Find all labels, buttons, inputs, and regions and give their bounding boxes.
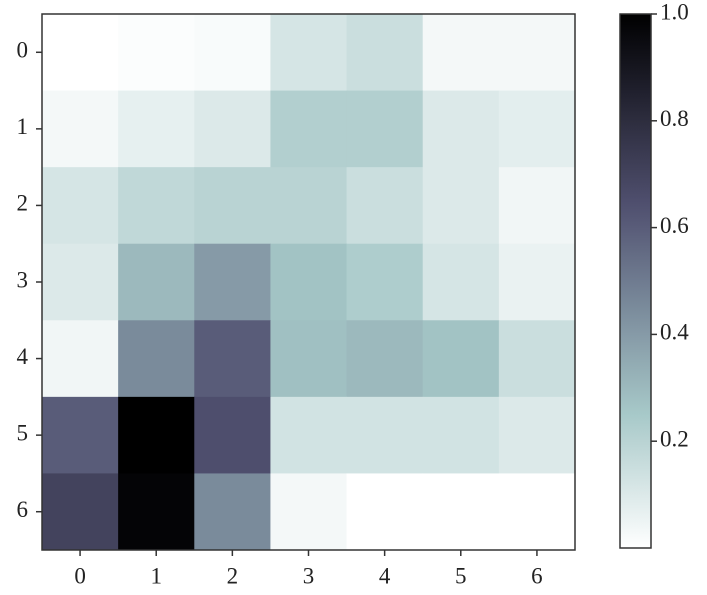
heatmap-cell [42, 14, 119, 92]
heatmap-cell [42, 167, 119, 245]
heatmap-cell [498, 473, 576, 551]
heatmap-cell [422, 14, 500, 92]
y-tick-label: 3 [17, 267, 29, 292]
heatmap-cell [498, 243, 576, 321]
x-tick-label: 2 [227, 563, 239, 588]
x-tick-label: 1 [150, 563, 162, 588]
heatmap-cell [270, 320, 348, 398]
x-tick-label: 3 [303, 563, 315, 588]
heatmap-cell [270, 243, 348, 321]
heatmap-cell [194, 167, 271, 245]
heatmap-cell [118, 320, 195, 398]
heatmap-cell [346, 320, 424, 398]
heatmap-cell [194, 320, 271, 398]
heatmap-cell [270, 396, 348, 474]
heatmap-cell [118, 243, 195, 321]
heatmap-cell [42, 243, 119, 321]
heatmap-cell [42, 320, 119, 398]
colorbar-tick-label: 0.4 [660, 320, 689, 345]
heatmap-cell [346, 243, 424, 321]
heatmap-cell [118, 90, 195, 168]
y-tick-label: 0 [17, 38, 29, 63]
heatmap-cell [422, 473, 500, 551]
x-tick-label: 5 [455, 563, 467, 588]
heatmap-cell [422, 90, 500, 168]
heatmap-cell [498, 167, 576, 245]
heatmap-cell [118, 14, 195, 92]
colorbar-tick-label: 1.0 [660, 0, 689, 24]
x-tick-label: 0 [74, 563, 86, 588]
colorbar-tick-label: 0.6 [660, 213, 689, 238]
heatmap-cell [42, 90, 119, 168]
heatmap-cell [346, 167, 424, 245]
heatmap-cell [118, 473, 195, 551]
heatmap-cell [422, 243, 500, 321]
heatmap-cell [346, 14, 424, 92]
heatmap-cell [422, 167, 500, 245]
heatmap-cell [422, 396, 500, 474]
x-tick-label: 6 [531, 563, 543, 588]
heatmap-cell [42, 396, 119, 474]
heatmap-cell [498, 396, 576, 474]
heatmap-cell [498, 320, 576, 398]
heatmap-cell [194, 243, 271, 321]
heatmap-cell [270, 14, 348, 92]
y-tick-label: 1 [17, 114, 29, 139]
heatmap-cell [498, 14, 576, 92]
y-tick-label: 6 [17, 497, 29, 522]
heatmap-cell [346, 473, 424, 551]
heatmap-cell [42, 473, 119, 551]
colorbar-tick-label: 0.2 [660, 426, 689, 451]
colorbar [619, 13, 652, 549]
colorbar-tick-label: 0.8 [660, 106, 689, 131]
y-tick-label: 5 [17, 420, 29, 445]
heatmap-cell [346, 90, 424, 168]
heatmap-cell [194, 396, 271, 474]
heatmap-cell [498, 90, 576, 168]
heatmap-cell [194, 14, 271, 92]
y-tick-label: 4 [17, 344, 29, 369]
heatmap-cell [422, 320, 500, 398]
heatmap-cell [270, 473, 348, 551]
heatmap-cell [346, 396, 424, 474]
heatmap-cell [194, 90, 271, 168]
heatmap-cell [270, 167, 348, 245]
heatmap-cell [118, 167, 195, 245]
y-tick-label: 2 [17, 191, 29, 216]
x-tick-label: 4 [379, 563, 391, 588]
heatmap-cell [270, 90, 348, 168]
heatmap-cell [118, 396, 195, 474]
heatmap-cell [194, 473, 271, 551]
